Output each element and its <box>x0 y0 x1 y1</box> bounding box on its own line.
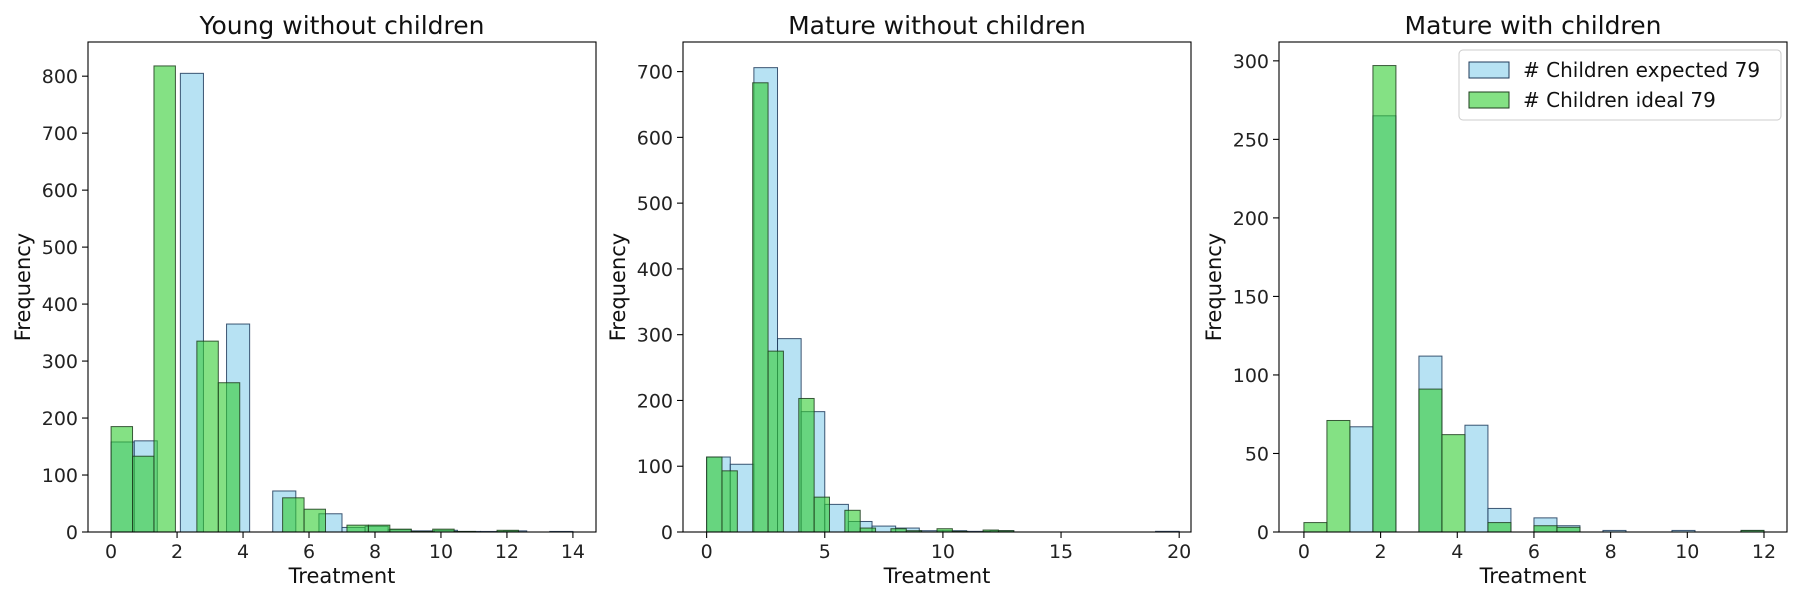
legend-label: # Children ideal 79 <box>1523 88 1716 112</box>
x-tick-label: 12 <box>1752 541 1776 563</box>
histogram-bar <box>767 350 784 533</box>
x-tick-label: 0 <box>1298 541 1310 563</box>
y-tick-label: 100 <box>637 456 673 478</box>
histogram-bar <box>1349 426 1374 533</box>
legend-box <box>1458 49 1782 121</box>
y-tick-label: 100 <box>42 465 78 487</box>
histogram-bar <box>844 509 861 533</box>
legend: # Children expected 79 # Children ideal 7… <box>1458 49 1782 121</box>
chart-title: Young without children <box>199 11 485 40</box>
plot-frame <box>1278 41 1788 533</box>
histogram-bar <box>303 508 326 533</box>
series-ideal <box>1303 65 1765 533</box>
series-expected <box>110 72 574 533</box>
histogram-bar <box>110 426 134 533</box>
y-tick-label: 500 <box>637 193 673 215</box>
series-expected <box>1349 115 1765 533</box>
x-tick-label: 8 <box>369 541 381 563</box>
x-tick-label: 12 <box>495 541 519 563</box>
y-tick-label: 300 <box>42 351 78 373</box>
y-tick-label: 300 <box>1233 51 1269 73</box>
x-tick-label: 0 <box>105 541 117 563</box>
chart-panel-1: 0 2 4 6 8 10 12 14 0 100 200 300 400 500 600 700 800 Youn… <box>11 11 597 588</box>
histogram-bar <box>706 456 723 533</box>
x-tick-label: 20 <box>1167 541 1191 563</box>
histogram-bar <box>721 470 738 533</box>
x-axis-label: Treatment <box>883 564 991 588</box>
legend-swatch <box>1468 91 1510 109</box>
x-axis-label: Treatment <box>288 564 396 588</box>
histogram-bar <box>196 340 219 533</box>
histogram-bar <box>132 455 155 533</box>
histogram-bar <box>217 382 241 533</box>
series-ideal <box>706 82 1015 533</box>
y-tick-label: 800 <box>42 66 78 88</box>
x-tick-label: 2 <box>171 541 183 563</box>
x-tick-label: 14 <box>561 541 585 563</box>
x-tick-label: 10 <box>1675 541 1699 563</box>
x-tick-label: 2 <box>1375 541 1387 563</box>
series-ideal <box>110 65 519 533</box>
y-tick-label: 700 <box>637 62 673 84</box>
histogram-bar <box>1418 388 1443 533</box>
y-tick-label: 250 <box>1233 129 1269 151</box>
histogram-bar <box>1556 526 1581 533</box>
y-tick-label: 0 <box>661 522 673 544</box>
histogram-bar <box>798 397 815 533</box>
histogram-bar <box>1533 525 1558 533</box>
histogram-bar <box>282 497 305 533</box>
y-tick-label: 150 <box>1233 286 1269 308</box>
legend-label: # Children expected 79 <box>1523 58 1760 82</box>
x-tick-label: 15 <box>1049 541 1073 563</box>
histogram-bar <box>1372 65 1397 533</box>
y-tick-label: 300 <box>637 325 673 347</box>
histogram-bar <box>367 524 391 533</box>
y-tick-label: 200 <box>1233 208 1269 230</box>
histogram-bar <box>1464 424 1489 533</box>
histogram-bar <box>1303 522 1328 533</box>
y-tick-label: 600 <box>42 180 78 202</box>
x-tick-label: 4 <box>1451 541 1463 563</box>
x-tick-label: 8 <box>1605 541 1617 563</box>
y-tick-label: 700 <box>42 123 78 145</box>
y-tick-label: 500 <box>42 237 78 259</box>
y-tick-label: 50 <box>1245 443 1269 465</box>
histogram-bar <box>1487 522 1512 533</box>
histogram-bar <box>1441 434 1466 533</box>
y-tick-label: 0 <box>1257 522 1269 544</box>
y-tick-label: 200 <box>42 408 78 430</box>
x-tick-label: 10 <box>931 541 955 563</box>
plot-frame <box>682 41 1192 533</box>
histogram-bar <box>859 527 877 533</box>
plot-frame <box>87 41 597 533</box>
chart-panel-3: 0 2 4 6 8 10 12 0 50 100 150 200 250 300 Mature with c… <box>1202 11 1788 588</box>
y-tick-label: 0 <box>66 522 78 544</box>
x-tick-label: 5 <box>819 541 831 563</box>
histogram-bar <box>346 524 369 533</box>
y-axis-label: Frequency <box>11 233 35 342</box>
chart-title: Mature with children <box>1405 11 1662 40</box>
x-tick-label: 6 <box>1528 541 1540 563</box>
histogram-bar <box>1326 419 1351 533</box>
y-axis-label: Frequency <box>1202 233 1226 342</box>
x-tick-label: 6 <box>303 541 315 563</box>
y-tick-label: 600 <box>637 127 673 149</box>
x-tick-label: 0 <box>701 541 713 563</box>
y-tick-label: 200 <box>637 390 673 412</box>
x-tick-label: 4 <box>237 541 249 563</box>
y-tick-label: 400 <box>42 294 78 316</box>
histogram-bar <box>153 65 176 533</box>
x-tick-label: 10 <box>429 541 453 563</box>
legend-swatch <box>1468 61 1510 79</box>
x-axis-label: Treatment <box>1479 564 1587 588</box>
y-tick-label: 400 <box>637 259 673 281</box>
y-axis-label: Frequency <box>606 233 630 342</box>
histogram-bar <box>813 496 830 533</box>
histogram-bar <box>752 82 769 533</box>
chart-title: Mature without children <box>788 11 1086 40</box>
y-tick-label: 100 <box>1233 365 1269 387</box>
